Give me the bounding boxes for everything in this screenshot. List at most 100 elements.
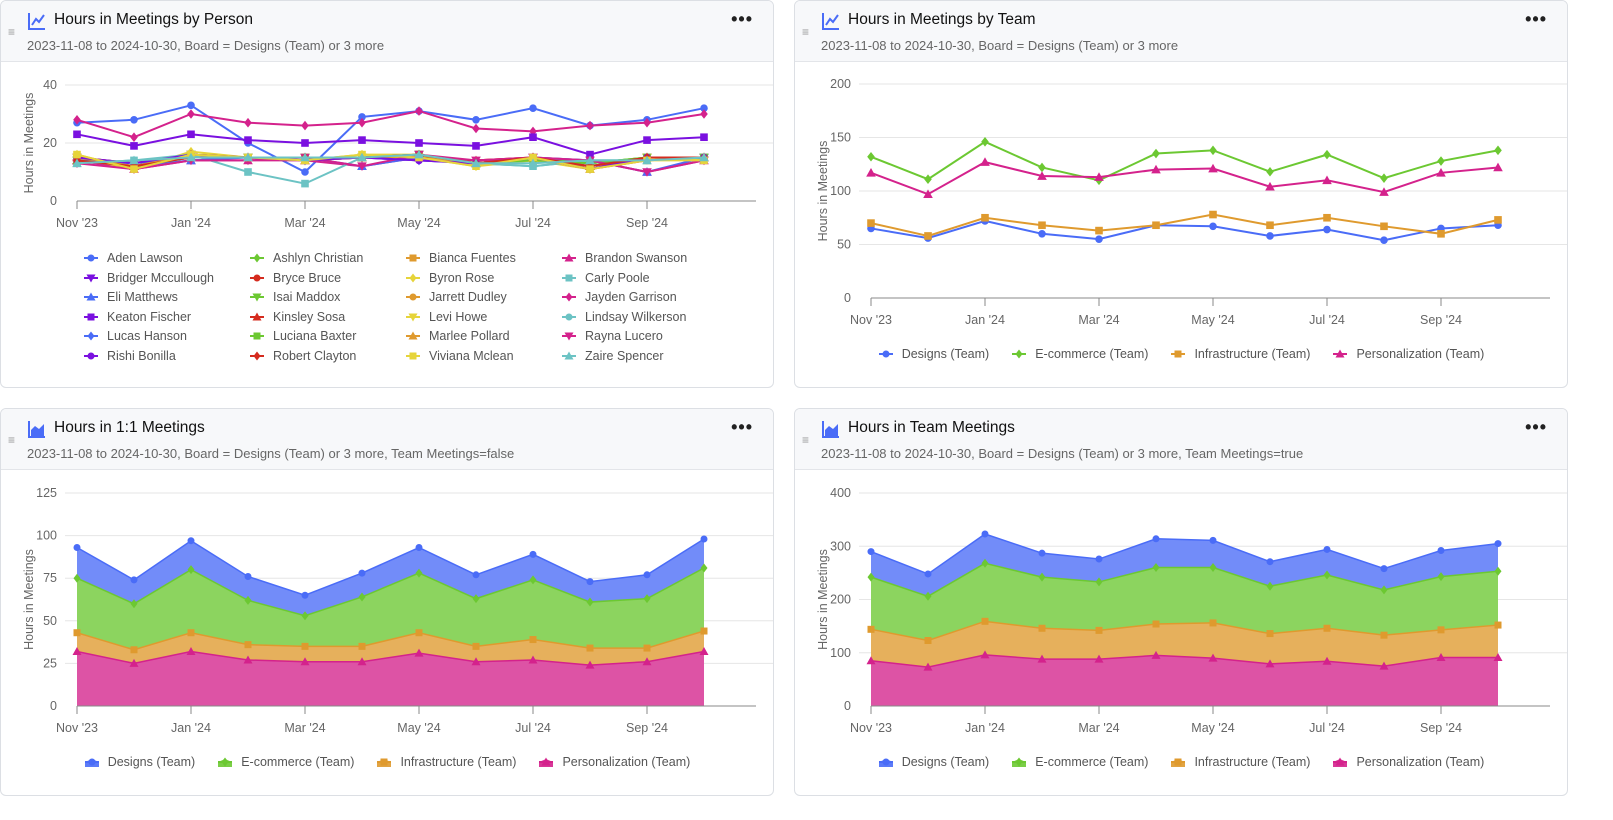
data-point[interactable] bbox=[1494, 216, 1502, 224]
data-point[interactable] bbox=[129, 155, 139, 165]
data-point[interactable] bbox=[643, 136, 651, 144]
data-point[interactable] bbox=[472, 594, 480, 604]
data-point[interactable] bbox=[1322, 656, 1332, 665]
data-point[interactable] bbox=[1437, 230, 1445, 238]
line-series-personalization-team-[interactable] bbox=[870, 161, 1499, 196]
data-point[interactable] bbox=[867, 625, 875, 633]
data-point[interactable] bbox=[1151, 650, 1161, 659]
data-point[interactable] bbox=[1209, 619, 1217, 627]
data-point[interactable] bbox=[1323, 624, 1331, 632]
data-point[interactable] bbox=[1152, 221, 1160, 230]
data-point[interactable] bbox=[243, 152, 253, 162]
data-point[interactable] bbox=[1151, 164, 1161, 174]
data-point[interactable] bbox=[1209, 222, 1217, 231]
data-point[interactable] bbox=[924, 232, 932, 240]
legend-item[interactable]: Isai Maddox bbox=[249, 289, 340, 305]
legend-item[interactable]: E-commerce (Team) bbox=[1011, 754, 1148, 770]
data-point[interactable] bbox=[1436, 653, 1446, 662]
data-point[interactable] bbox=[130, 132, 138, 142]
data-point[interactable] bbox=[244, 572, 252, 580]
data-point[interactable] bbox=[1266, 232, 1274, 240]
data-point[interactable] bbox=[700, 133, 708, 141]
data-point[interactable] bbox=[529, 636, 537, 644]
data-point[interactable] bbox=[1493, 162, 1503, 172]
data-point[interactable] bbox=[700, 627, 708, 635]
data-point[interactable] bbox=[1437, 547, 1445, 555]
data-point[interactable] bbox=[1037, 171, 1047, 180]
area-series-e-commerce-team-[interactable] bbox=[871, 563, 1498, 641]
data-point[interactable] bbox=[130, 576, 138, 584]
data-point[interactable] bbox=[1323, 570, 1331, 580]
legend-item[interactable]: Viviana Mclean bbox=[405, 348, 514, 364]
data-point[interactable] bbox=[700, 104, 708, 113]
data-point[interactable] bbox=[244, 117, 252, 128]
data-point[interactable] bbox=[981, 213, 989, 222]
data-point[interactable] bbox=[301, 179, 309, 188]
data-point[interactable] bbox=[1037, 654, 1047, 663]
data-point[interactable] bbox=[72, 646, 82, 655]
legend-item[interactable]: Byron Rose bbox=[405, 270, 494, 286]
line-series-rayna-lucero[interactable] bbox=[76, 153, 705, 174]
data-point[interactable] bbox=[1209, 210, 1217, 219]
data-point[interactable] bbox=[472, 123, 480, 134]
data-point[interactable] bbox=[1323, 225, 1331, 234]
data-point[interactable] bbox=[415, 139, 423, 147]
data-point[interactable] bbox=[243, 655, 253, 664]
more-options-button[interactable]: ••• bbox=[731, 417, 753, 437]
data-point[interactable] bbox=[187, 629, 195, 637]
legend-item[interactable]: Designs (Team) bbox=[878, 754, 989, 770]
legend-item[interactable]: Infrastructure (Team) bbox=[1170, 346, 1310, 362]
data-point[interactable] bbox=[301, 642, 309, 650]
data-point[interactable] bbox=[867, 548, 875, 556]
data-point[interactable] bbox=[1095, 235, 1103, 243]
data-point[interactable] bbox=[1437, 156, 1445, 166]
legend-item[interactable]: Brandon Swanson bbox=[561, 250, 687, 266]
line-series-infrastructure-team-[interactable] bbox=[870, 213, 1499, 237]
data-point[interactable] bbox=[415, 568, 423, 578]
data-point[interactable] bbox=[1209, 145, 1217, 156]
data-point[interactable] bbox=[1437, 626, 1445, 634]
legend-item[interactable]: E-commerce (Team) bbox=[1011, 346, 1148, 362]
data-point[interactable] bbox=[357, 152, 367, 162]
data-point[interactable] bbox=[244, 595, 252, 605]
data-point[interactable] bbox=[924, 637, 932, 645]
data-point[interactable] bbox=[585, 660, 595, 669]
data-point[interactable] bbox=[415, 106, 423, 116]
data-point[interactable] bbox=[1493, 653, 1503, 662]
data-point[interactable] bbox=[529, 575, 537, 585]
data-point[interactable] bbox=[1209, 536, 1217, 544]
data-point[interactable] bbox=[923, 189, 933, 199]
data-point[interactable] bbox=[1208, 653, 1218, 662]
data-point[interactable] bbox=[471, 657, 481, 666]
legend-item[interactable]: E-commerce (Team) bbox=[217, 754, 354, 770]
data-point[interactable] bbox=[187, 130, 195, 139]
data-point[interactable] bbox=[1038, 549, 1046, 557]
data-point[interactable] bbox=[1380, 236, 1388, 245]
data-point[interactable] bbox=[586, 597, 594, 607]
drag-handle-icon[interactable]: ≡ bbox=[802, 25, 810, 39]
data-point[interactable] bbox=[699, 152, 709, 162]
data-point[interactable] bbox=[586, 165, 594, 173]
data-point[interactable] bbox=[700, 109, 708, 119]
data-point[interactable] bbox=[586, 120, 594, 131]
line-series-zaire-spencer[interactable] bbox=[76, 153, 705, 165]
data-point[interactable] bbox=[130, 116, 138, 124]
data-point[interactable] bbox=[1266, 581, 1274, 591]
legend-item[interactable]: Personalization (Team) bbox=[1332, 754, 1484, 770]
data-point[interactable] bbox=[72, 158, 82, 168]
data-point[interactable] bbox=[1437, 572, 1445, 582]
data-point[interactable] bbox=[1380, 173, 1388, 183]
more-options-button[interactable]: ••• bbox=[1525, 9, 1547, 29]
legend-item[interactable]: Rayna Lucero bbox=[561, 328, 663, 344]
area-series-designs-team-[interactable] bbox=[871, 534, 1498, 597]
data-point[interactable] bbox=[643, 117, 651, 128]
data-point[interactable] bbox=[867, 151, 875, 162]
data-point[interactable] bbox=[528, 655, 538, 664]
data-point[interactable] bbox=[472, 116, 480, 124]
area-series-e-commerce-team-[interactable] bbox=[77, 567, 704, 650]
data-point[interactable] bbox=[130, 142, 138, 150]
data-point[interactable] bbox=[700, 535, 708, 543]
legend-item[interactable]: Levi Howe bbox=[405, 309, 487, 325]
line-series-e-commerce-team-[interactable] bbox=[870, 140, 1499, 182]
data-point[interactable] bbox=[642, 168, 652, 177]
